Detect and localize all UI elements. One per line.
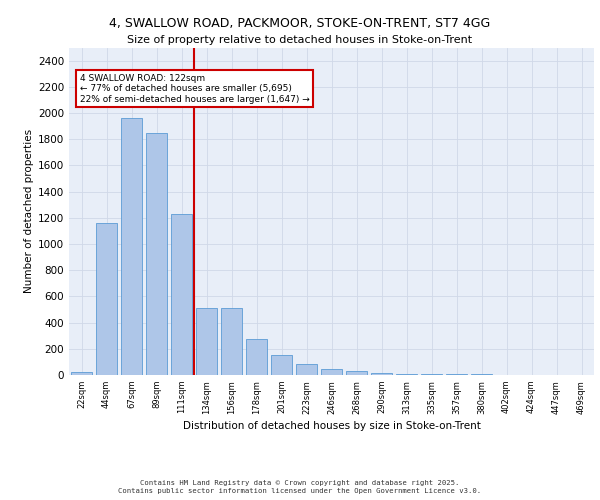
- Text: 4, SWALLOW ROAD, PACKMOOR, STOKE-ON-TRENT, ST7 4GG: 4, SWALLOW ROAD, PACKMOOR, STOKE-ON-TREN…: [109, 18, 491, 30]
- Bar: [271, 354, 292, 375]
- X-axis label: Distribution of detached houses by size in Stoke-on-Trent: Distribution of detached houses by size …: [182, 420, 481, 430]
- Bar: [246, 339, 267, 375]
- Text: 4 SWALLOW ROAD: 122sqm
← 77% of detached houses are smaller (5,695)
22% of semi-: 4 SWALLOW ROAD: 122sqm ← 77% of detached…: [79, 74, 309, 104]
- Bar: [296, 364, 317, 375]
- Bar: [96, 223, 117, 375]
- Y-axis label: Number of detached properties: Number of detached properties: [24, 129, 34, 294]
- Bar: [221, 308, 242, 375]
- Bar: [121, 118, 142, 375]
- Text: Size of property relative to detached houses in Stoke-on-Trent: Size of property relative to detached ho…: [127, 35, 473, 45]
- Bar: [196, 308, 217, 375]
- Bar: [171, 214, 192, 375]
- Bar: [471, 374, 492, 375]
- Bar: [421, 374, 442, 375]
- Bar: [396, 374, 417, 375]
- Bar: [346, 371, 367, 375]
- Text: Contains HM Land Registry data © Crown copyright and database right 2025.
Contai: Contains HM Land Registry data © Crown c…: [118, 480, 482, 494]
- Bar: [371, 372, 392, 375]
- Bar: [446, 374, 467, 375]
- Bar: [71, 372, 92, 375]
- Bar: [321, 369, 342, 375]
- Bar: [146, 132, 167, 375]
